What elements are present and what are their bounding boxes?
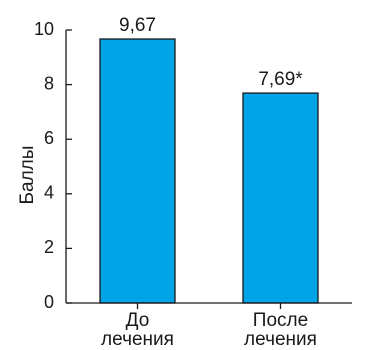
bar	[99, 38, 176, 304]
x-tick-label: лечения	[244, 329, 317, 350]
y-axis-label: Баллы	[17, 146, 38, 205]
x-tick-label: После	[253, 310, 308, 331]
data-label: 9,67	[119, 15, 156, 36]
y-tick-label: 10	[34, 19, 54, 39]
bar	[242, 92, 319, 304]
x-tick-label: До	[126, 310, 150, 331]
y-tick-label: 6	[44, 128, 54, 148]
y-tick-label: 2	[44, 237, 54, 257]
y-tick-label: 0	[44, 292, 54, 312]
x-tick-label: лечения	[101, 329, 174, 350]
bars: 9,67 7,69*	[99, 15, 319, 304]
data-label: 7,69*	[258, 69, 303, 90]
y-tick-label: 4	[44, 183, 54, 203]
y-axis: 0 2 4 6 8 10	[34, 19, 72, 312]
y-tick-label: 8	[44, 73, 54, 93]
